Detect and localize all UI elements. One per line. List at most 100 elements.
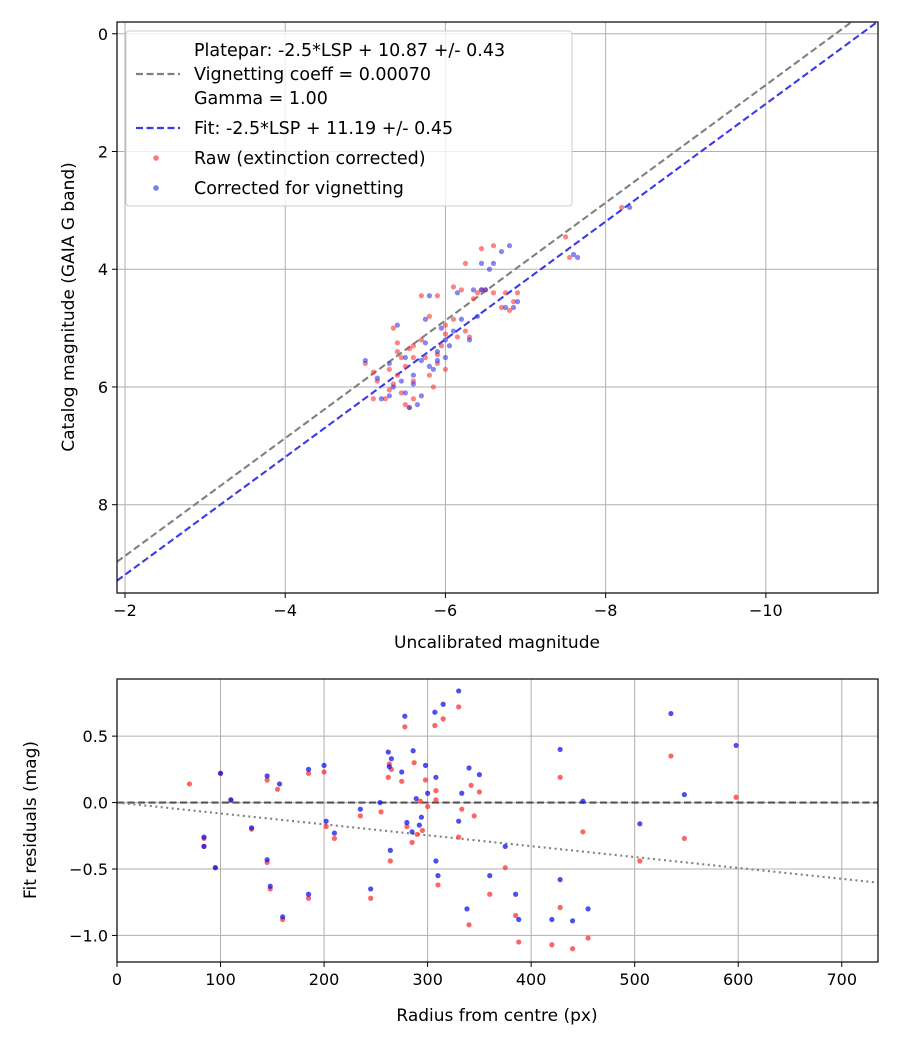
residuals-point-raw [385,774,391,780]
residuals-point-raw [468,782,474,788]
calibration-point-raw [474,290,481,296]
residuals-point-raw [186,781,193,787]
legend-platepar-label: Platepar: -2.5*LSP + 10.87 +/- 0.43 [194,41,505,61]
calibration-ytick-label: 4 [98,260,108,279]
legend-raw-marker [153,155,159,161]
residuals-point-raw [668,753,674,759]
calibration-point-corrected [410,381,416,387]
residuals-point-raw [516,939,522,945]
calibration-point-corrected [627,204,633,211]
legend-raw-label: Raw (extinction corrected) [194,149,426,169]
residuals-point-corrected [201,843,207,850]
residuals-point-raw [432,722,438,729]
residuals-point-raw [331,835,338,842]
residuals-ytick-label: 0.5 [83,727,108,746]
calibration-plot-frame [116,21,879,594]
calibration-point-corrected [402,390,408,396]
residuals-point-corrected [280,914,286,920]
residuals-point-corrected [418,814,424,820]
calibration-xlabel: Uncalibrated magnitude [394,633,600,653]
residuals-point-raw [549,942,555,948]
calibration-point-corrected [466,337,473,343]
residuals-plot-frame [116,678,879,963]
residuals-point-corrected [321,762,327,768]
residuals-point-corrected [264,773,270,779]
calibration-point-corrected [575,254,581,261]
residuals-point-corrected [422,762,429,768]
calibration-point-corrected [498,248,505,255]
legend-box [125,30,573,207]
residuals-point-corrected [557,877,563,883]
residuals-point-corrected [228,797,234,803]
calibration-point-raw [398,354,404,361]
residuals-point-raw [456,834,462,840]
residuals-point-corrected [331,830,338,836]
calibration-point-raw [394,349,400,355]
calibration-point-raw [470,296,477,302]
residuals-xtick-label: 0 [112,970,122,989]
residuals-point-corrected [276,781,283,787]
residuals-ytick-label: 0.0 [83,794,108,813]
calibration-ytick-label: 2 [98,143,108,162]
calibration-point-corrected [470,287,477,293]
residuals-xtick-label: 200 [309,970,340,989]
residuals-point-raw [637,858,643,864]
calibration-point-raw [394,340,400,346]
residuals-point-raw [433,788,439,794]
residuals-xtick-label: 100 [205,970,236,989]
calibration-point-raw [370,396,376,402]
calibration-point-corrected [406,404,412,411]
calibration-point-raw [410,396,416,402]
residuals-point-corrected [387,847,393,853]
calibration-point-corrected [434,349,441,355]
residuals-point-raw [399,778,405,784]
calibration-point-raw [418,293,424,299]
calibration-point-raw [402,402,408,408]
residuals-point-corrected [440,701,446,707]
residuals-point-corrected [409,829,415,835]
residuals-point-corrected [377,799,383,806]
calibration-point-raw [390,325,396,331]
residuals-ytick-label: −1.0 [69,926,108,945]
calibration-point-corrected [458,316,465,322]
residuals-point-corrected [385,749,391,755]
calibration-point-corrected [571,251,577,258]
residuals-point-raw [585,935,591,941]
residuals-point-corrected [502,843,508,850]
residuals-point-corrected [435,873,441,879]
calibration-point-corrected [514,299,521,305]
calibration-point-corrected [442,337,449,343]
calibration-ticks: −2 −4 −6 −8 −10 0 2 4 6 8 [98,25,783,620]
residuals-point-raw [409,839,415,846]
calibration-point-corrected [410,372,416,378]
residuals-point-corrected [386,764,392,770]
calibration-point-raw [442,366,449,372]
calibration-point-corrected [438,325,445,331]
residuals-point-raw [414,831,420,838]
calibration-point-raw [450,284,457,290]
residuals-point-raw [502,865,508,871]
residuals-point-corrected [399,769,405,775]
residuals-xlabel: Radius from centre (px) [396,1006,597,1026]
calibration-point-raw [462,328,469,334]
calibration-point-raw [442,331,449,337]
legend-gamma-label: Gamma = 1.00 [194,89,328,109]
calibration-ylabel: Catalog magnitude (GAIA G band) [59,162,79,452]
residuals-point-raw [733,794,739,800]
residuals-point-corrected [585,906,591,912]
residuals-point-corrected [681,791,687,798]
residuals-point-raw [459,806,465,812]
calibration-point-corrected [418,357,424,364]
calibration-ytick-label: 0 [98,25,108,44]
calibration-point-raw [562,234,569,240]
calibration-point-corrected [378,396,384,402]
calibration-point-raw [382,396,388,402]
calibration-point-corrected [486,266,493,272]
residuals-point-raw [471,813,477,819]
calibration-point-raw [514,290,521,296]
residuals-point-raw [402,724,408,730]
residuals-point-corrected [733,742,739,749]
calibration-point-corrected [434,357,441,364]
calibration-point-raw [454,334,461,340]
